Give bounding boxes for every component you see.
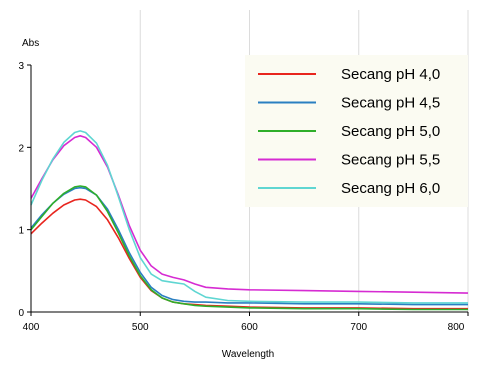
series-line-5 xyxy=(30,130,468,304)
x-tick-label: 800 xyxy=(448,322,465,333)
y-tick-label: 3 xyxy=(18,61,24,72)
series-lines xyxy=(30,130,469,311)
series-line-3 xyxy=(30,185,468,311)
series-line-4 xyxy=(30,135,469,294)
x-axis-label: Wavelength xyxy=(222,349,274,360)
y-ticks: 0 1 2 3 xyxy=(18,61,31,319)
legend-label-3: Secang pH 5,0 xyxy=(341,123,440,140)
x-tick-label: 500 xyxy=(132,322,149,333)
series-line-2 xyxy=(30,186,468,306)
y-tick-label: 0 xyxy=(18,308,24,319)
legend: Secang pH 4,0 Secang pH 4,5 Secang pH 5,0 S… xyxy=(245,55,468,207)
y-tick-label: 1 xyxy=(18,226,24,237)
x-tick-label: 700 xyxy=(350,322,367,333)
x-tick-label: 400 xyxy=(23,322,40,333)
legend-label-5: Secang pH 6,0 xyxy=(341,180,440,197)
legend-label-2: Secang pH 4,5 xyxy=(341,95,440,112)
legend-label-4: Secang pH 5,5 xyxy=(341,152,440,169)
legend-label-1: Secang pH 4,0 xyxy=(341,66,440,83)
y-axis-label: Abs xyxy=(22,38,39,49)
y-tick-label: 2 xyxy=(18,143,24,154)
x-tick-label: 600 xyxy=(241,322,258,333)
x-ticks: 400 500 600 700 800 xyxy=(23,312,469,333)
